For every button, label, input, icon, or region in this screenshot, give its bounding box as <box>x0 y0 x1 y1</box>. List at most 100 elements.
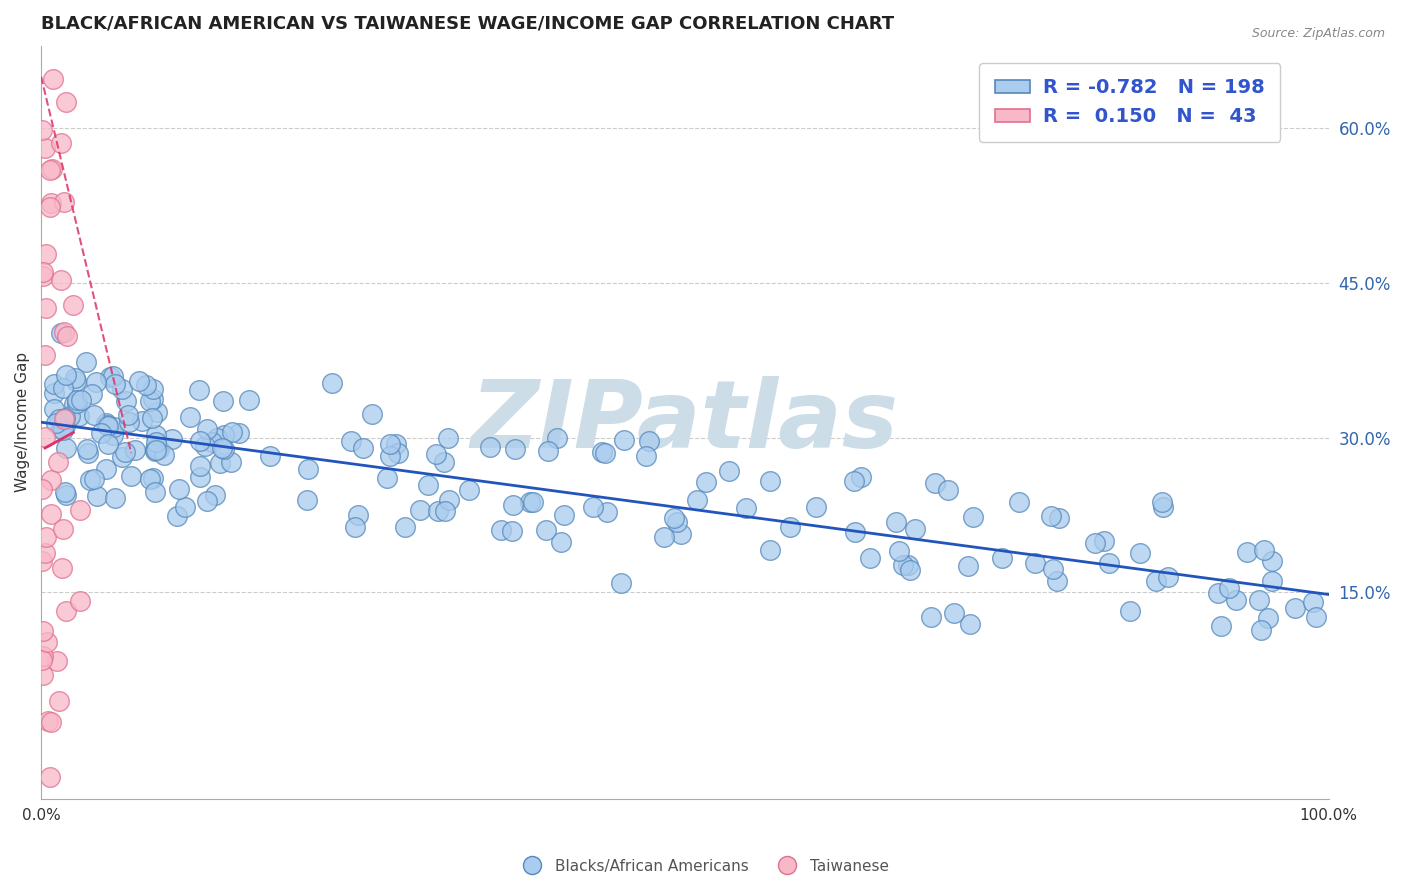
Point <box>501 524 523 538</box>
Point <box>39 507 62 521</box>
Point <box>51 561 73 575</box>
Point <box>297 462 319 476</box>
Point <box>717 464 740 478</box>
Point <box>228 426 250 441</box>
Point <box>1261 574 1284 588</box>
Point <box>42 385 65 400</box>
Point <box>1157 570 1180 584</box>
Point <box>1150 495 1173 509</box>
Point <box>638 434 661 448</box>
Point <box>160 432 183 446</box>
Point <box>34 348 56 362</box>
Point <box>76 442 98 457</box>
Point <box>208 456 231 470</box>
Point <box>385 436 408 450</box>
Point <box>591 444 613 458</box>
Point <box>361 407 384 421</box>
Text: BLACK/AFRICAN AMERICAN VS TAIWANESE WAGE/INCOME GAP CORRELATION CHART: BLACK/AFRICAN AMERICAN VS TAIWANESE WAGE… <box>41 15 894 33</box>
Point <box>145 428 167 442</box>
Point <box>174 500 197 514</box>
Point <box>98 370 121 384</box>
Point <box>634 449 657 463</box>
Point <box>83 472 105 486</box>
Point <box>204 487 226 501</box>
Point <box>51 136 73 150</box>
Point <box>891 558 914 572</box>
Point <box>90 425 112 440</box>
Point <box>387 446 409 460</box>
Point <box>86 489 108 503</box>
Point <box>613 433 636 447</box>
Point <box>582 500 605 515</box>
Point <box>45 416 67 430</box>
Point <box>904 522 927 536</box>
Point <box>195 422 218 436</box>
Point <box>145 434 167 449</box>
Point <box>695 475 717 489</box>
Point <box>425 447 447 461</box>
Point <box>66 396 89 410</box>
Point <box>1253 542 1275 557</box>
Point <box>82 386 104 401</box>
Point <box>1257 610 1279 624</box>
Point <box>69 503 91 517</box>
Point <box>842 474 865 488</box>
Point <box>42 401 65 416</box>
Point <box>426 504 449 518</box>
Point <box>179 410 201 425</box>
Point <box>32 668 55 682</box>
Point <box>609 576 631 591</box>
Point <box>143 443 166 458</box>
Point <box>39 770 62 784</box>
Point <box>65 374 87 388</box>
Point <box>131 414 153 428</box>
Point <box>34 141 56 155</box>
Point <box>94 462 117 476</box>
Y-axis label: Wage/Income Gap: Wage/Income Gap <box>15 352 30 492</box>
Point <box>844 524 866 539</box>
Point <box>34 430 56 444</box>
Point <box>138 394 160 409</box>
Legend: Blacks/African Americans, Taiwanese: Blacks/African Americans, Taiwanese <box>510 853 896 880</box>
Point <box>97 419 120 434</box>
Point <box>898 563 921 577</box>
Point <box>37 714 59 728</box>
Point <box>120 469 142 483</box>
Point <box>115 394 138 409</box>
Point <box>97 437 120 451</box>
Point <box>94 416 117 430</box>
Point <box>51 421 73 435</box>
Point <box>55 604 77 618</box>
Point <box>321 376 343 390</box>
Point <box>394 520 416 534</box>
Point <box>145 442 167 457</box>
Point <box>259 450 281 464</box>
Point <box>671 526 693 541</box>
Point <box>884 515 907 529</box>
Point <box>433 504 456 518</box>
Point <box>31 265 53 279</box>
Point <box>1211 619 1233 633</box>
Point <box>31 653 53 667</box>
Point <box>201 434 224 449</box>
Point <box>104 376 127 391</box>
Point <box>188 470 211 484</box>
Point <box>75 355 97 369</box>
Point <box>1144 574 1167 588</box>
Point <box>962 510 984 524</box>
Point <box>55 441 77 455</box>
Point <box>297 492 319 507</box>
Point <box>69 393 91 408</box>
Point <box>103 419 125 434</box>
Point <box>212 427 235 442</box>
Point <box>53 485 76 500</box>
Point <box>48 694 70 708</box>
Point <box>437 492 460 507</box>
Point <box>212 393 235 408</box>
Point <box>436 431 458 445</box>
Point <box>1092 534 1115 549</box>
Point <box>51 273 73 287</box>
Text: ZIPatlas: ZIPatlas <box>471 376 898 468</box>
Point <box>522 495 544 509</box>
Point <box>55 368 77 383</box>
